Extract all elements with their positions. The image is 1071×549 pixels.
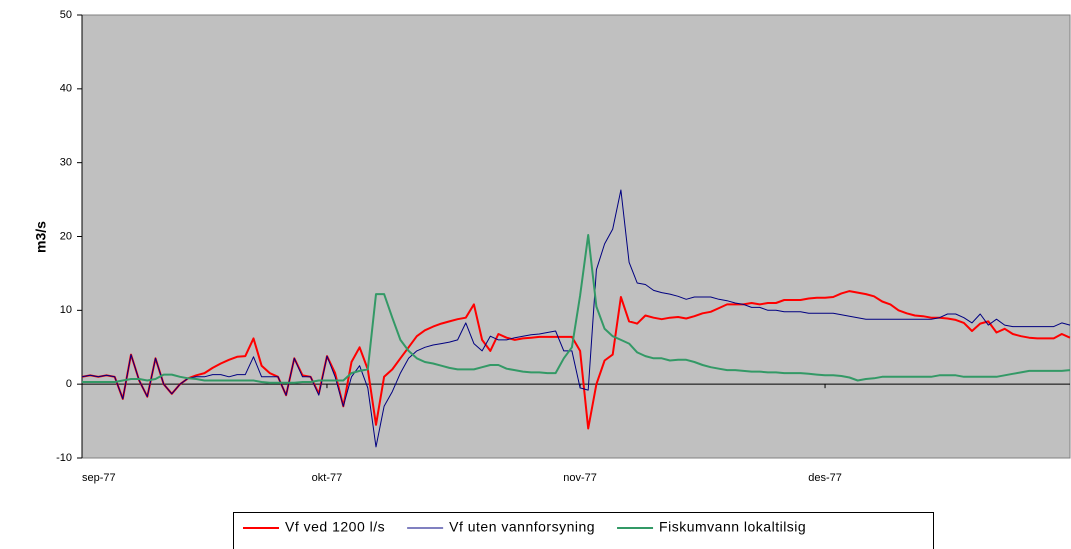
y-tick-label: 0: [66, 378, 72, 390]
plot-area: [81, 14, 1071, 459]
series-line: [81, 290, 1071, 430]
x-tick-label: sep-77: [82, 472, 116, 484]
y-tick-label: -10: [56, 452, 72, 464]
legend: Vf ved 1200 l/s Vf uten vannforsyning Fisk…: [233, 512, 934, 549]
y-tick-label: 40: [60, 83, 72, 95]
series-line: [82, 234, 1071, 384]
y-tick-label: 50: [60, 9, 72, 21]
x-tick-label: okt-77: [312, 472, 343, 484]
y-tick-label: 30: [60, 157, 72, 169]
x-tick-label: nov-77: [563, 472, 597, 484]
legend-box: [233, 512, 934, 549]
y-tick-label: 10: [60, 304, 72, 316]
series-line: [81, 189, 1071, 448]
legend-label: Vf uten vannforsyning: [449, 519, 595, 535]
y-tick-label: 20: [60, 230, 72, 242]
y-axis-title: m3/s: [33, 221, 49, 253]
legend-label: Fiskumvann lokaltilsig: [659, 519, 806, 535]
legend-label: Vf ved 1200 l/s: [285, 519, 385, 535]
x-tick-label: des-77: [808, 472, 842, 484]
